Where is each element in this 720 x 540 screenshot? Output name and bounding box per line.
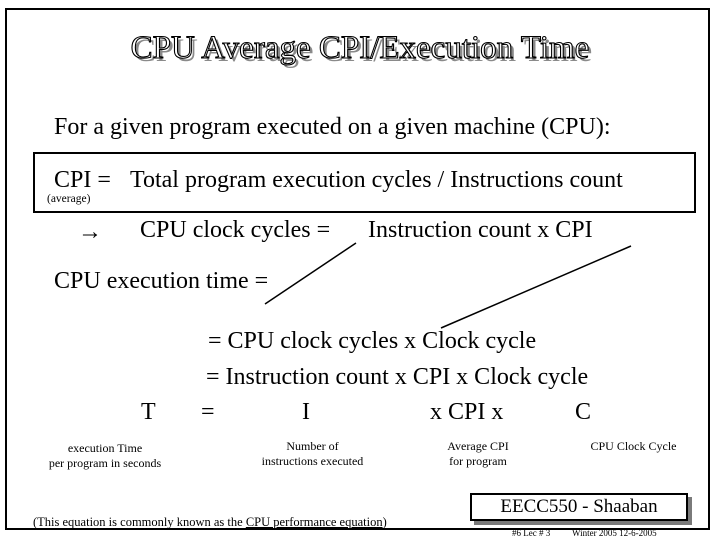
instruction-count-x-cpi: Instruction count x CPI	[368, 217, 593, 243]
equation-footnote-prefix: (This equation is commonly known as the	[33, 515, 246, 529]
note-instruction-count: Number of instructions executed	[250, 439, 375, 469]
connector-line-left	[264, 242, 357, 305]
symbol-C: C	[575, 399, 592, 425]
note-execution-time: execution Time per program in seconds	[40, 441, 170, 471]
footer-date: Winter 2005 12-6-2005	[572, 528, 657, 538]
note-instruction-count-line1: Number of	[286, 439, 339, 453]
exec-line-1: = CPU clock cycles x Clock cycle	[208, 328, 537, 354]
course-badge: EECC550 - Shaaban	[470, 493, 688, 521]
cpi-formula-left: CPI =	[54, 167, 111, 193]
symbol-equals: =	[201, 399, 215, 425]
cpu-clock-cycles-eq: CPU clock cycles =	[140, 217, 331, 243]
equation-footnote-suffix: )	[382, 515, 387, 529]
symbol-x-cpi-x: x CPI x	[430, 399, 504, 425]
connector-line-right	[440, 245, 632, 329]
implies-arrow-icon: →	[78, 219, 102, 245]
cpi-formula-box	[33, 152, 696, 213]
intro-text: For a given program executed on a given …	[54, 114, 611, 140]
slide-title: CPU Average CPI/Execution Time	[130, 29, 590, 66]
cpi-average-subscript: (average)	[47, 193, 91, 205]
symbol-T: T	[141, 399, 156, 425]
cpu-execution-time-label: CPU execution time =	[54, 268, 269, 294]
note-execution-time-line1: execution Time	[67, 441, 143, 455]
note-average-cpi-line1: Average CPI	[447, 439, 509, 453]
footer-lecture-number: #6 Lec # 3	[512, 528, 551, 538]
cpi-formula-right: Total program execution cycles / Instruc…	[130, 167, 623, 193]
equation-footnote-link: CPU performance equation	[245, 515, 383, 529]
equation-footnote: (This equation is commonly known as the …	[33, 515, 387, 530]
note-average-cpi-line2: for program	[449, 454, 507, 468]
note-instruction-count-line2: instructions executed	[261, 454, 364, 468]
note-execution-time-line2: per program in seconds	[48, 456, 162, 470]
symbol-I: I	[302, 399, 310, 425]
exec-line-2: = Instruction count x CPI x Clock cycle	[206, 364, 589, 390]
note-average-cpi: Average CPI for program	[433, 439, 523, 469]
note-cpu-clock-cycle: CPU Clock Cycle	[590, 439, 677, 453]
slide-frame	[5, 8, 710, 530]
